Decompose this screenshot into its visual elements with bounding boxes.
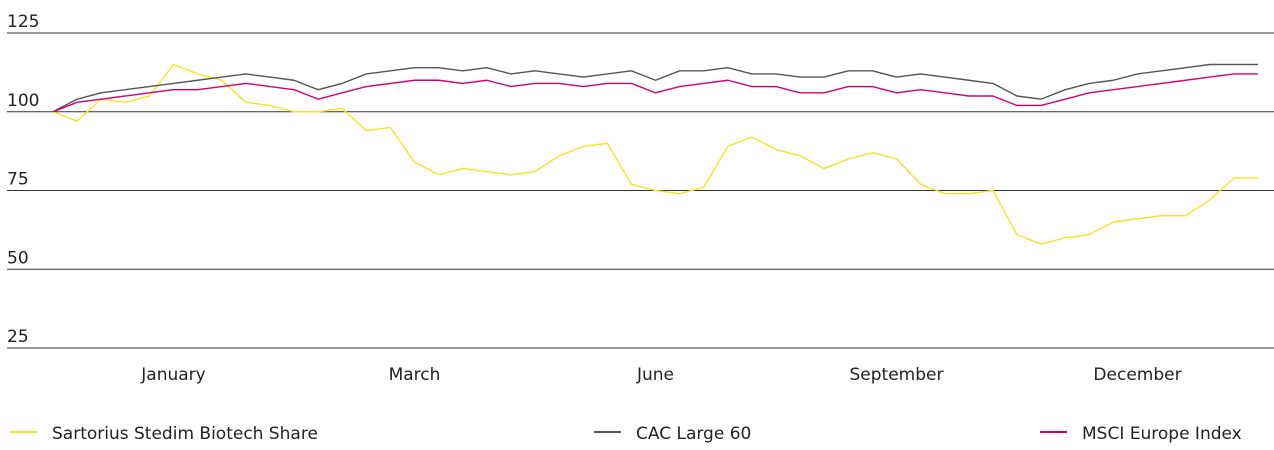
x-tick-label: March <box>389 365 441 385</box>
legend-label: Sartorius Stedim Biotech Share <box>52 424 318 444</box>
legend-label: MSCI Europe Index <box>1082 424 1242 444</box>
x-tick-label: September <box>850 365 944 385</box>
y-tick-label: 100 <box>7 91 39 111</box>
series-line <box>52 63 1258 113</box>
series-line <box>52 73 1258 113</box>
x-tick-label: June <box>636 365 674 385</box>
y-tick-label: 75 <box>7 170 29 190</box>
x-tick-label: December <box>1093 365 1181 385</box>
x-tick-label: January <box>140 365 205 385</box>
y-tick-label: 125 <box>7 12 39 32</box>
y-tick-label: 50 <box>7 248 29 268</box>
legend-label: CAC Large 60 <box>636 424 751 444</box>
y-tick-label: 25 <box>7 327 29 347</box>
series-line <box>52 63 1258 245</box>
